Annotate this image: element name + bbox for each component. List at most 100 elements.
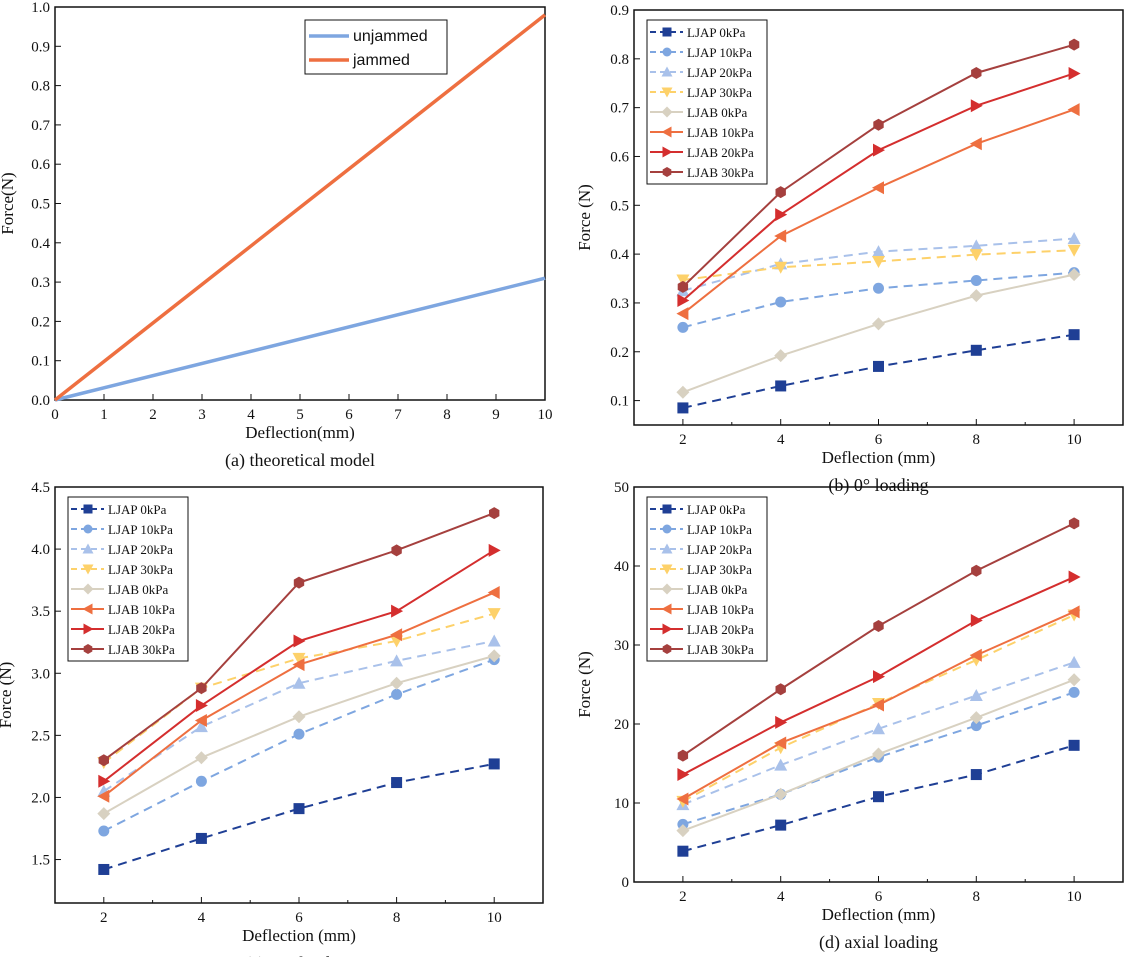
marker-triangle-right [98,774,111,788]
series-ljap-0kpa [98,758,500,875]
marker-hexagon [489,507,500,520]
y-axis-label: Force (N) [575,651,594,718]
marker-diamond [97,807,111,821]
marker-triangle-left [97,789,110,803]
marker-diamond [872,317,885,331]
y-tick-label: 1.0 [31,0,50,16]
panel-caption: (d) axial loading [819,932,938,953]
legend-label: LJAB 30kPa [687,642,754,657]
marker-triangle-left [774,736,787,750]
marker-triangle-up [390,654,404,667]
y-axis: 0.1 0.2 0.3 0.4 0.5 0.6 0.7 0.8 0.9 [610,3,640,410]
marker-triangle-left [82,603,93,615]
y-axis-label: Force(N) [0,172,17,234]
marker-square [1068,329,1080,341]
legend-label: LJAP 0kPa [687,502,746,517]
y-tick-label: 1.5 [31,853,50,869]
marker-hexagon [1068,38,1080,51]
legend-label: LJAP 30kPa [687,562,752,577]
x-tick-label: 0 [51,407,59,423]
marker-hexagon [775,683,786,696]
series-ljab-0kpa [676,673,1081,838]
series-ljab-20kpa [677,570,1081,782]
panel-b: 2 4 6 8 10 0.1 0.2 0.3 0.4 0.5 0.6 0.7 0.8 0.9 Deflect… [575,3,1124,496]
legend-label: LJAB 20kPa [687,145,754,160]
marker-circle [662,524,672,534]
x-tick-label: 9 [492,407,500,423]
x-tick-label: 2 [679,889,687,905]
marker-diamond [872,747,885,761]
y-tick-label: 0.7 [31,118,50,134]
panel-d: 2 4 6 8 10 0 10 20 30 40 50 Deflection (mm) Force (N… [575,480,1124,953]
marker-triangle-right [970,99,983,113]
legend-label: LJAP 30kPa [108,562,173,577]
marker-triangle-left [487,586,500,600]
marker-hexagon [98,754,109,767]
marker-circle [775,296,787,308]
marker-triangle-down [774,261,788,274]
marker-triangle-left [661,603,672,615]
marker-circle [391,688,403,700]
panel-c: 2 4 6 8 10 1.5 2.0 2.5 3.0 3.5 4.0 4.5 Deflection (m… [0,480,544,957]
marker-hexagon [662,644,672,654]
panel-caption: (a) theoretical model [225,450,375,471]
marker-hexagon [971,66,982,79]
x-axis: 2 4 6 8 10 [679,876,1082,905]
marker-circle [1068,686,1080,698]
legend-label: LJAP 30kPa [687,85,752,100]
marker-hexagon [775,186,786,199]
series-ljap-0kpa [677,739,1080,857]
series-jammed [53,13,547,402]
marker-triangle-right [83,623,94,635]
series-ljap-0kpa [677,329,1080,414]
panel-caption: (b) 0° loading [828,475,928,496]
marker-circle [970,274,982,286]
y-tick-label: 0.6 [610,149,629,165]
marker-triangle-up [774,758,788,771]
marker-circle [293,728,305,740]
marker-triangle-right [662,623,673,635]
series-line [682,691,1075,826]
marker-triangle-up [1067,655,1081,668]
marker-triangle-up [969,239,983,252]
marker-square [391,777,403,789]
marker-triangle-left [292,658,305,672]
marker-square [775,380,787,392]
x-tick-label: 8 [973,432,981,448]
x-tick-label: 10 [487,910,502,926]
marker-hexagon [677,749,689,762]
y-tick-label: 30 [614,638,629,654]
marker-triangle-up [194,720,208,733]
marker-circle [662,47,672,57]
marker-triangle-left [872,181,884,195]
marker-square [677,402,689,414]
y-tick-label: 0.9 [31,39,50,55]
marker-triangle-up [82,543,94,554]
y-tick-label: 0.2 [610,345,629,361]
legend-label: LJAP 10kPa [687,45,752,60]
y-tick-label: 0.8 [610,52,629,68]
marker-triangle-left [661,126,672,138]
marker-triangle-right [1068,66,1081,80]
marker-triangle-right [1068,570,1081,584]
marker-square [970,769,982,781]
marker-triangle-up [872,245,885,258]
y-tick-label: 0.0 [31,393,50,409]
y-tick-label: 4.5 [31,480,50,496]
series-unjammed [54,276,546,402]
marker-triangle-right [775,715,788,729]
legend-box [646,496,768,662]
marker-triangle-down [676,274,690,287]
x-tick-label: 6 [875,889,883,905]
marker-square [98,863,110,875]
marker-square [1068,739,1080,751]
x-axis-label: Deflection (mm) [822,905,936,924]
marker-hexagon [391,544,402,557]
marker-hexagon [196,682,207,695]
x-axis-label: Deflection (mm) [822,448,936,467]
marker-triangle-up [292,676,306,689]
x-tick-label: 1 [100,407,108,423]
legend: LJAP 0kPa LJAP 10kPa LJAP 20kPa LJAP 30kPa L… [646,19,768,185]
marker-triangle-right [873,670,885,684]
marker-triangle-right [677,768,690,782]
